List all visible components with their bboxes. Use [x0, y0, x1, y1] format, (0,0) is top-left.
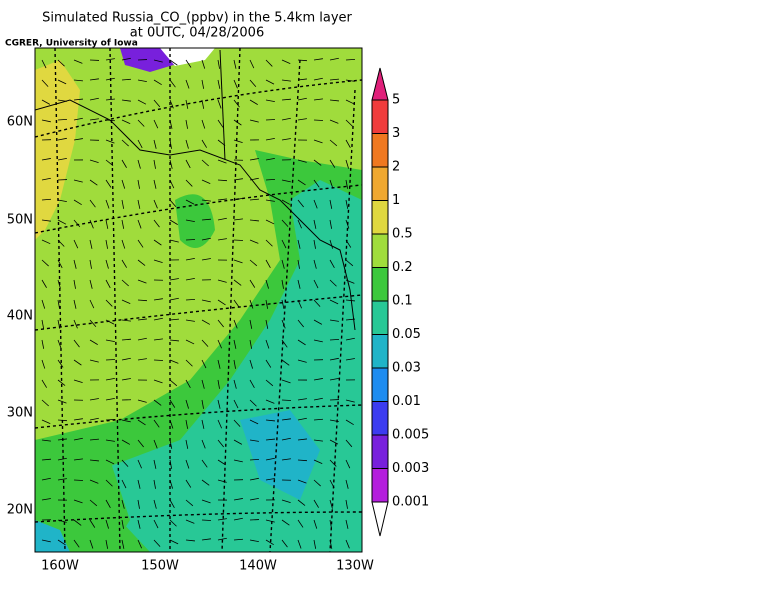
colorbar-bin [372, 234, 388, 268]
colorbar-label: 0.1 [392, 294, 413, 309]
lon-label: 160W [41, 559, 79, 574]
colorbar-label: 0.003 [392, 461, 429, 476]
colorbar-bin [372, 100, 388, 134]
colorbar-label: 0.03 [392, 361, 421, 376]
colorbar-label: 1 [392, 193, 400, 208]
colorbar-label: 0.05 [392, 327, 421, 342]
subtitle: at 0UTC, 04/28/2006 [130, 26, 264, 41]
colorbar-cap [372, 68, 388, 100]
wind-barb [74, 480, 83, 481]
colorbar-bin [372, 335, 388, 369]
map-field [35, 48, 362, 552]
lat-label: 20N [7, 503, 33, 518]
lat-label: 30N [7, 406, 33, 421]
wind-barb [154, 360, 163, 361]
colorbar-bin [372, 301, 388, 335]
colorbar-label: 0.01 [392, 394, 421, 409]
title: Simulated Russia_CO_(ppbv) in the 5.4km … [42, 11, 352, 26]
wind-barb [314, 120, 323, 121]
colorbar-label: 0.5 [392, 227, 413, 242]
colorbar-label: 0.2 [392, 260, 413, 275]
lat-label: 50N [7, 213, 33, 228]
colorbar-bin [372, 167, 388, 201]
colorbar-label: 2 [392, 160, 400, 175]
lon-label: 130W [336, 559, 374, 574]
colorbar-cap [372, 502, 388, 536]
colorbar-bin [372, 201, 388, 235]
colorbar-bin [372, 469, 388, 503]
credit: CGRER, University of Iowa [5, 39, 138, 49]
colorbar-bin [372, 134, 388, 168]
lon-label: 150W [141, 559, 179, 574]
lon-label: 140W [239, 559, 277, 574]
lat-label: 40N [7, 309, 33, 324]
colorbar-bin [372, 368, 388, 402]
colorbar-label: 3 [392, 126, 400, 141]
colorbar-bin [372, 402, 388, 436]
colorbar-bin [372, 435, 388, 469]
colorbar-label: 0.005 [392, 428, 429, 443]
wind-barb [234, 240, 243, 241]
colorbar-bin [372, 268, 388, 302]
colorbar-label: 5 [392, 93, 400, 108]
lat-label: 60N [7, 115, 33, 130]
colorbar-label: 0.001 [392, 495, 429, 510]
